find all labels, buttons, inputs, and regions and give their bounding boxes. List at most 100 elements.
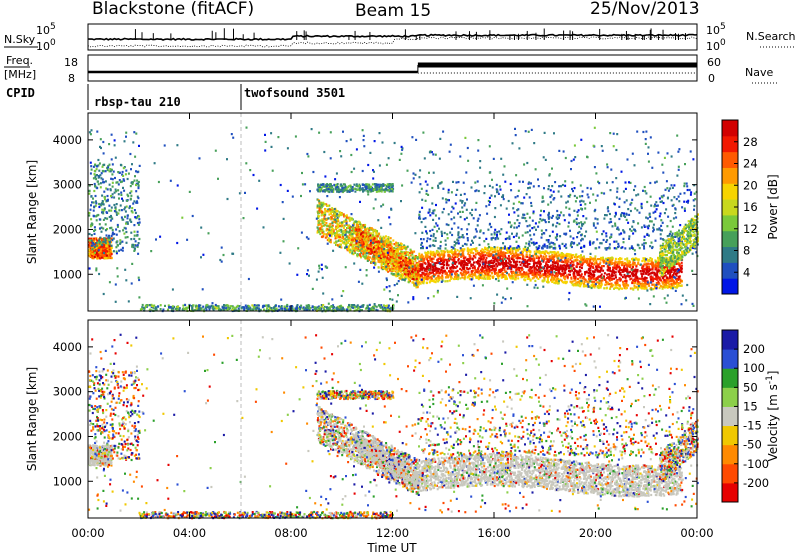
power-cell — [645, 266, 648, 269]
power-cell — [576, 273, 579, 276]
freq-tick-top: 18 — [64, 56, 78, 69]
power-cell — [668, 283, 671, 286]
power-cell — [423, 261, 426, 264]
power-cell — [591, 265, 594, 268]
power-cell — [524, 275, 527, 278]
power-cell — [589, 275, 592, 278]
power-cell — [518, 248, 521, 251]
power-cell — [323, 215, 326, 218]
power-cell — [477, 259, 479, 262]
power-cell — [345, 241, 348, 244]
power-cell — [561, 264, 564, 267]
power-cell — [416, 282, 419, 285]
power-cell — [338, 233, 341, 236]
power-cell — [437, 276, 440, 279]
power-cell — [377, 247, 380, 250]
power-cell — [562, 281, 565, 284]
power-cell — [504, 277, 507, 281]
power-cell — [651, 263, 654, 266]
power-cell — [592, 257, 595, 260]
power-cell — [449, 266, 452, 270]
power-cell — [532, 262, 535, 265]
nsearch-tick-top: 105 — [706, 22, 726, 37]
power-cell — [567, 257, 570, 260]
power-cell — [324, 236, 327, 239]
power-cell — [612, 274, 615, 277]
power-cell — [333, 213, 336, 217]
power-cell — [385, 251, 388, 254]
power-cell — [384, 240, 387, 243]
power-cell — [680, 284, 683, 287]
power-cell — [535, 273, 538, 276]
power-cell — [411, 251, 414, 254]
power-cell — [104, 223, 107, 226]
power-cell — [533, 253, 536, 256]
power-cell — [430, 259, 433, 263]
power-cell — [363, 248, 365, 251]
power-cell — [520, 267, 522, 270]
power-cell — [613, 287, 615, 290]
power-cell — [452, 277, 455, 281]
power-cell — [534, 272, 537, 275]
power-cell — [380, 263, 383, 266]
power-cell — [318, 204, 321, 207]
power-cell — [359, 253, 362, 256]
tick-base: 10 — [706, 24, 720, 37]
power-cell — [465, 258, 468, 261]
power-cell — [648, 260, 651, 263]
power-cell — [453, 258, 456, 261]
power-cell — [431, 279, 434, 283]
power-cell — [434, 265, 436, 268]
power-cell — [487, 262, 490, 265]
power-cell — [597, 258, 599, 261]
power-cell — [612, 284, 615, 287]
power-cell — [415, 277, 418, 280]
power-cell — [420, 260, 423, 263]
power-cell — [350, 241, 353, 244]
power-cell — [349, 229, 351, 232]
power-cell — [388, 243, 391, 247]
power-cell — [382, 255, 385, 258]
power-cell — [317, 212, 320, 215]
power-cell — [555, 271, 557, 275]
power-cell — [497, 277, 500, 280]
power-cell — [378, 244, 381, 247]
power-cell — [607, 257, 610, 260]
power-cell — [335, 232, 338, 235]
power-cell — [564, 282, 567, 285]
power-cell — [405, 275, 408, 278]
power-cell — [341, 241, 344, 244]
power-cell — [620, 268, 623, 271]
power-cell — [502, 261, 505, 264]
power-cell — [643, 286, 646, 289]
power-cell — [535, 275, 538, 278]
power-cell — [599, 269, 602, 272]
power-cell — [543, 270, 546, 273]
power-cell — [623, 264, 626, 268]
power-cell — [448, 259, 451, 262]
power-cell — [335, 243, 338, 247]
nave-tick-top: 60 — [707, 56, 721, 69]
power-cell — [415, 275, 418, 278]
power-cell — [343, 220, 345, 223]
power-cell — [451, 258, 454, 261]
power-cell — [615, 281, 618, 284]
power-cell — [632, 282, 635, 285]
power-cell — [354, 247, 357, 250]
power-cell — [428, 281, 431, 284]
power-cell — [515, 250, 517, 253]
power-cell — [445, 275, 448, 278]
power-cell — [473, 273, 476, 276]
power-cell — [545, 269, 547, 272]
power-cell — [560, 275, 563, 278]
power-cell — [524, 262, 526, 265]
power-cell — [646, 268, 649, 271]
power-cell — [460, 261, 463, 264]
power-cell — [540, 266, 543, 269]
power-cell — [558, 278, 561, 281]
power-cell — [401, 253, 404, 256]
power-cell — [624, 269, 627, 272]
power-cell — [652, 283, 655, 286]
power-cell — [489, 249, 492, 252]
power-cell — [670, 269, 673, 272]
